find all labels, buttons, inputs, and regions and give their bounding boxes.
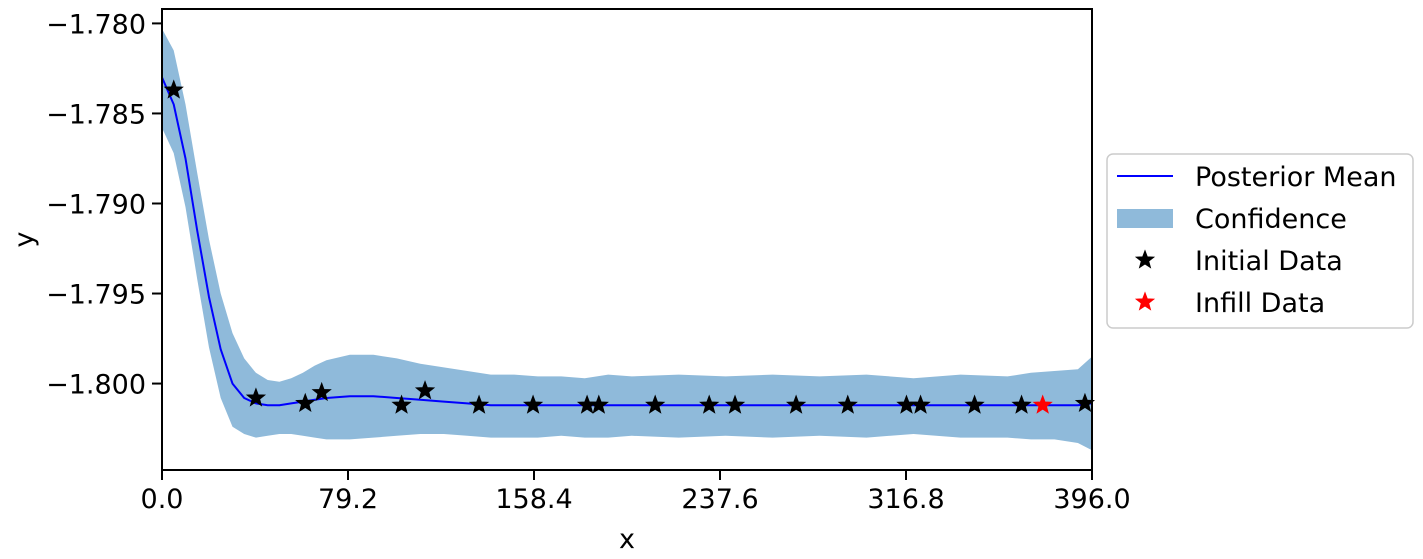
y-tick-label: −1.795 [46,280,146,311]
x-tick-label: 316.8 [867,484,944,515]
initial-data-point [414,380,436,400]
initial-data-point [468,394,490,414]
initial-data-point [724,394,746,414]
x-tick-label: 79.2 [318,484,378,515]
initial-data-point [588,394,609,414]
initial-data-point [837,394,858,414]
initial-data-point [163,79,184,99]
y-axis-label: y [9,231,40,247]
y-tick-label: −1.780 [46,9,146,40]
initial-data-point [645,394,666,414]
initial-data-point [295,392,316,412]
initial-data-point [311,381,332,402]
x-axis-label: x [619,524,635,555]
y-tick-label: −1.800 [46,370,146,401]
x-tick-label: 0.0 [141,484,184,515]
confidence-band [162,28,1092,451]
x-axis: 0.0 79.2 158.4 237.6 316.8 396.0 [141,470,1131,515]
x-tick-label: 396.0 [1053,484,1130,515]
initial-data-point [1011,394,1032,414]
legend-patch-swatch [1117,209,1173,228]
initial-data-point [245,387,267,407]
x-tick-label: 158.4 [495,484,572,515]
legend-label: Initial Data [1195,246,1343,277]
posterior-mean-layer [162,77,1092,407]
data-points-layer [163,79,1096,414]
legend-star-swatch [1134,291,1156,311]
posterior-mean-line [162,77,1092,407]
y-tick-label: −1.785 [46,99,146,130]
plot-frame [161,8,1093,471]
y-tick-label: −1.790 [46,189,146,220]
initial-data-point [964,394,985,414]
legend-star-swatch [1134,249,1156,269]
initial-data-point [522,394,544,414]
y-axis: −1.800 −1.795 −1.790 −1.785 −1.780 [46,9,162,401]
infill-data-point [1032,394,1053,414]
initial-data-point [699,394,720,414]
legend: Posterior Mean Confidence Initial Data Infi… [1106,153,1414,329]
legend-label: Posterior Mean [1195,162,1396,193]
initial-data-point [910,394,931,414]
confidence-band-layer [162,28,1092,451]
initial-data-point [785,394,807,414]
legend-box [1106,153,1414,329]
legend-label: Confidence [1195,204,1347,235]
legend-label: Infill Data [1195,288,1325,319]
initial-data-point [391,394,412,414]
x-tick-label: 237.6 [681,484,758,515]
